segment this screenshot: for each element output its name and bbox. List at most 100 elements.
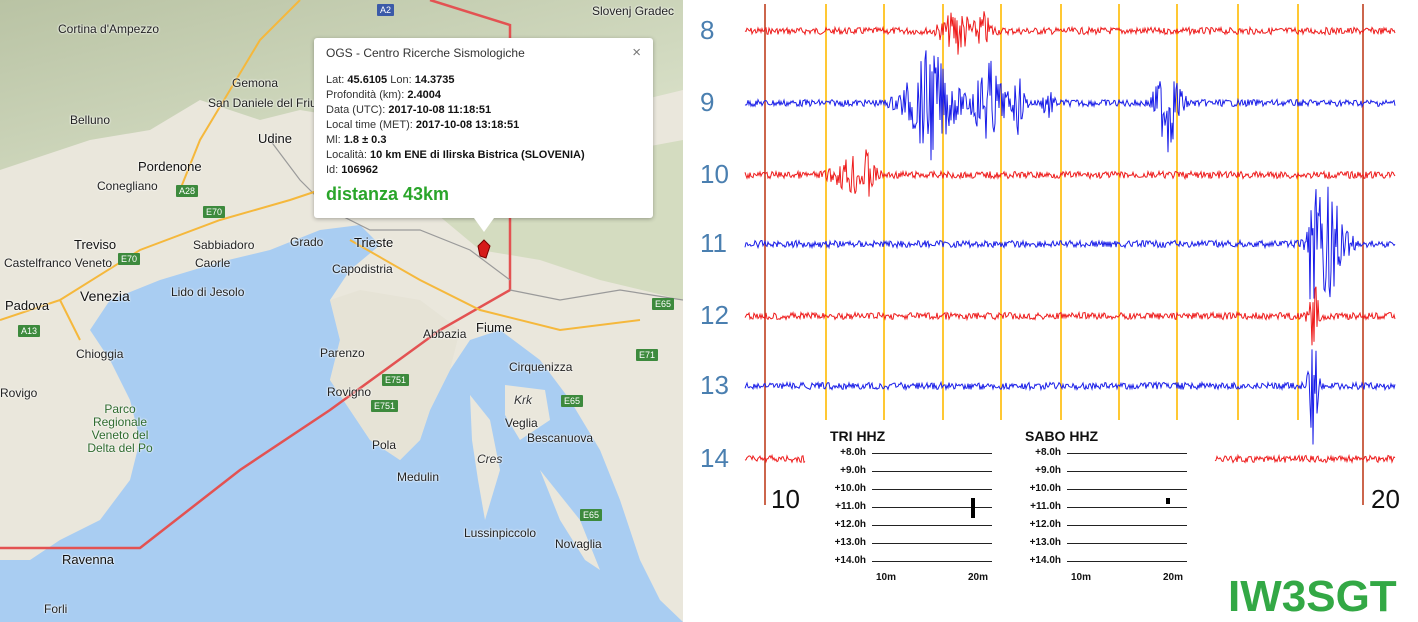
hour-label: 13 [700,370,729,400]
trace-line [744,11,1396,55]
place-label: Trieste [354,235,394,250]
popup-row-label: Località: [326,149,371,161]
mini-tick-label: 20m [1163,572,1184,583]
seismogram-panel: 8 9 10 11 12 13 14 10 20 TRI HHZ +8.0h +9.0h +10.… [683,0,1418,622]
close-icon[interactable]: × [632,44,641,61]
place-label: Pola [372,438,397,452]
distance-label: distanza 43km [326,184,450,204]
popup-row-value: 106962 [341,164,379,176]
popup-row: Ml: 1.8 ± 0.3 [326,133,641,148]
place-label: Pordenone [138,159,202,174]
place-label: Lido di Jesolo [171,285,245,299]
popup-row-value: 10 km ENE di Ilirska Bistrica (SLOVENIA) [370,149,585,161]
place-label: Sabbiadoro [193,238,255,252]
mini-row-label: +14.0h [834,555,866,566]
axis-label-left: 10 [771,484,800,514]
place-label: Lussinpiccolo [464,526,537,540]
trace-line [744,149,1396,197]
place-label: Krk [514,393,532,407]
popup-row-label: Lat: [326,74,348,86]
popup-tail [474,218,494,232]
place-label: Venezia [80,288,130,304]
place-label: Belluno [70,113,111,127]
popup-row-value: 1.8 ± 0.3 [343,134,387,146]
mini-row-label: +12.0h [834,519,866,530]
mini-tick-label: 20m [968,572,989,583]
mini-row-label: +10.0h [1029,483,1061,494]
country-border [269,139,511,281]
mini-row-label: +9.0h [840,465,866,476]
road-shield: E71 [636,349,659,361]
trace-line [744,286,1396,346]
road-shield: A13 [18,325,41,337]
mini-trace [1067,471,1187,472]
place-label: Treviso [74,237,117,252]
mini-row-label: +11.0h [1030,501,1061,512]
road-shield: E751 [382,374,410,386]
hour-label: 10 [700,159,729,189]
popup-row-value: 2.4004 [407,89,441,101]
callsign-label: IW3SGT [1228,572,1397,621]
mini-trace [1067,453,1187,454]
place-label: Cirquenizza [509,360,573,374]
mini-trace [872,489,992,490]
place-label: Novaglia [555,537,602,551]
earthquake-marker-icon[interactable] [477,239,491,259]
mini-trace [872,471,992,472]
mini-plot: SABO HHZ +8.0h +9.0h +10.0h +11.0h +12.0h +13.… [1025,428,1205,588]
place-label: Rovigo [0,386,38,400]
road-shield: A28 [176,185,199,197]
hour-label: 9 [700,87,715,117]
mini-trace [872,507,992,508]
popup-row-label: Data (UTC): [326,104,389,116]
place-label: Ravenna [62,552,115,567]
place-label: Veglia [505,416,538,430]
place-label: Abbazia [423,327,467,341]
mini-trace [1067,507,1187,508]
place-label: Medulin [397,470,440,484]
mini-row-label: +9.0h [1035,465,1061,476]
trace-line [744,50,1396,161]
mini-trace [1067,561,1187,562]
place-label: Rovigno [327,385,372,399]
axis-label-right: 20 [1371,484,1400,514]
mini-row-label: +8.0h [840,447,866,458]
popup-row-value: 14.3735 [414,74,455,86]
popup-row-value: 2017-10-08 11:18:51 [388,104,492,116]
place-label: Caorle [195,256,231,270]
mini-event-spike [971,498,975,518]
place-label: Grado [290,235,324,249]
mini-tick-label: 10m [1071,572,1092,583]
place-label: Slovenj Gradec [592,4,675,18]
popup-row-label: Local time (MET): [326,119,416,131]
place-label: Parenzo [320,346,365,360]
popup-row-value: 2017-10-08 13:18:51 [415,119,520,131]
place-label: Cortina d'Ampezzo [58,22,160,36]
popup-row-value: 45.6105 [347,74,388,86]
mini-row-label: +14.0h [1029,555,1061,566]
place-label: Cres [477,452,503,466]
mini-plot-title: SABO HHZ [1025,428,1099,444]
popup-row-label: Lon: [387,74,415,86]
popup-title: OGS - Centro Ricerche Sismologiche [326,46,525,60]
map-panel[interactable]: Cortina d'Ampezzo Belluno Gemona San Daniel… [0,0,683,622]
seismogram-plot [744,4,1396,505]
mini-trace [872,543,992,544]
place-label: Forli [44,602,68,616]
road-shield: E70 [118,253,141,265]
mini-trace [872,561,992,562]
mini-trace [1067,489,1187,490]
mini-row-label: +11.0h [835,501,866,512]
popup-row: Lat: 45.6105 Lon: 14.3735 [326,73,641,88]
place-label: Gemona [232,76,279,90]
popup-row-label: Id: [326,164,342,176]
mini-plot-title: TRI HHZ [830,428,886,444]
mini-row-label: +10.0h [834,483,866,494]
popup-row-label: Ml: [326,134,344,146]
trace-line [744,349,1396,445]
highway-2 [179,0,301,191]
popup-row-label: Profondità (km): [326,89,408,101]
place-label: San Daniele del Friuli [208,96,323,110]
highway-3 [349,239,641,332]
mini-row-label: +13.0h [1029,537,1061,548]
